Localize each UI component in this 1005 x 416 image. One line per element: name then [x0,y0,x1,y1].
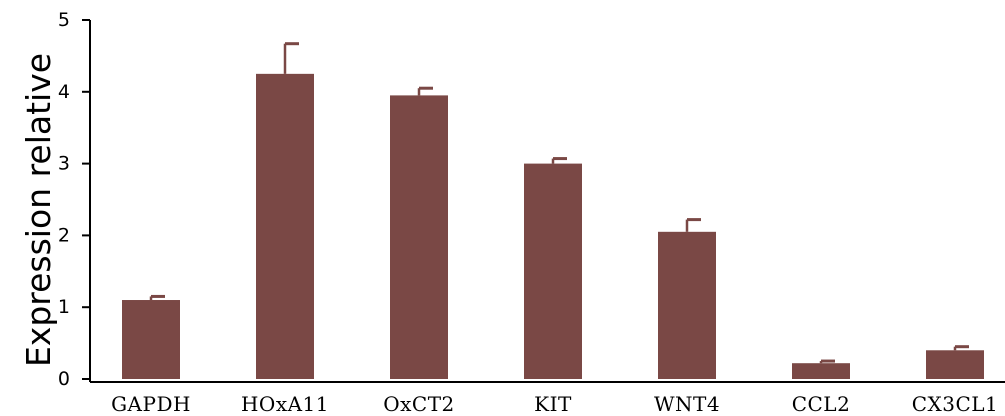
y-tick-label: 1 [58,296,70,318]
x-tick-label: OxCT2 [383,392,455,416]
y-tick-label: 3 [58,153,70,175]
bar-oxct2 [390,95,448,379]
y-axis-ticks: 0 1 2 3 4 5 [58,9,90,390]
bar-hoxa11 [256,73,314,379]
x-tick-label: CX3CL1 [912,392,999,416]
bars-group [122,42,984,379]
x-tick-label: GAPDH [111,392,191,416]
x-tick-label: CCL2 [792,392,851,416]
x-axis-labels: GAPDH HOxA11 OxCT2 KIT WNT4 CCL2 CX3CL1 [111,392,998,416]
y-tick-label: 4 [58,81,70,103]
bar-cx3cl1 [926,350,984,379]
x-tick-label: KIT [534,392,572,416]
bar-gapdh [122,300,180,379]
x-tick-label: HOxA11 [241,392,329,416]
bar-wnt4 [658,231,716,379]
bar-kit [524,163,582,379]
bar-ccl2 [792,363,850,379]
y-tick-label: 0 [58,368,70,390]
y-tick-label: 2 [58,224,70,246]
y-axis-title: Expression relative [19,53,58,367]
x-tick-label: WNT4 [654,392,720,416]
y-tick-label: 5 [58,9,70,31]
